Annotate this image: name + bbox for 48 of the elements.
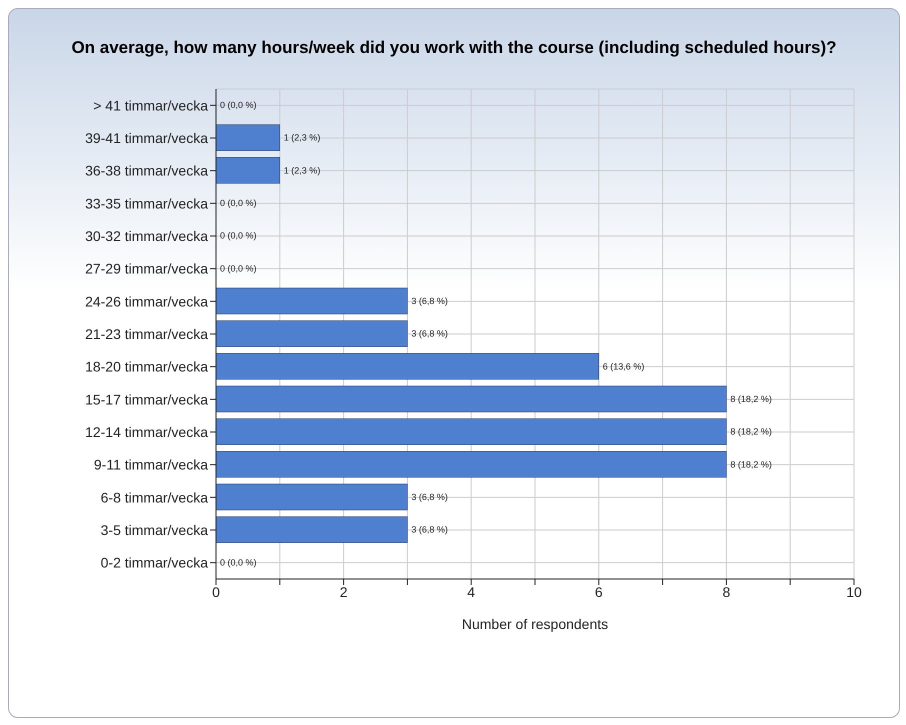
y-tick-label: 6-8 timmar/vecka [100,489,208,506]
x-tick-label: 4 [467,584,476,600]
bar [216,516,408,543]
bar [216,418,727,445]
bar [216,124,280,151]
chart-title: On average, how many hours/week did you work with the course (including scheduled hours)? [70,37,838,59]
data-label: 8 (18,2 %) [730,459,772,470]
y-tick-label: 36-38 timmar/vecka [85,162,208,179]
x-tick-label: 6 [594,584,603,600]
data-label: 3 (6,8 %) [411,492,448,502]
y-tick-label: 0-2 timmar/vecka [100,554,208,571]
data-label: 0 (0,0 %) [220,263,257,274]
data-label: 3 (6,8 %) [411,328,448,339]
bar [216,288,408,314]
data-label: 8 (18,2 %) [730,426,772,437]
data-label: 6 (13,6 %) [602,361,644,372]
bar [216,353,600,380]
data-label: 8 (18,2 %) [730,394,772,404]
data-label: 0 (0,0 %) [220,198,257,208]
y-tick-label: 12-14 timmar/vecka [85,424,208,440]
bar [216,320,408,347]
y-tick-label: 39-41 timmar/vecka [85,130,208,146]
bar [216,157,280,184]
y-tick-label: 21-23 timmar/vecka [85,326,208,342]
x-tick-label: 10 [846,584,862,600]
data-label: 1 (2,3 %) [284,132,320,143]
data-label: 1 (2,3 %) [284,165,320,176]
bar [216,484,408,510]
bar [216,451,727,478]
bar [216,386,727,412]
data-label: 0 (0,0 %) [220,100,257,110]
x-tick-label: 8 [722,584,730,600]
x-axis-title: Number of respondents [462,616,608,632]
y-tick-label: > 41 timmar/vecka [93,97,208,114]
data-label: 3 (6,8 %) [411,524,448,535]
y-tick-label: 18-20 timmar/vecka [85,358,208,375]
y-tick-label: 27-29 timmar/vecka [85,260,208,277]
y-tick-label: 30-32 timmar/vecka [85,228,208,244]
y-tick-label: 15-17 timmar/vecka [85,391,208,408]
y-tick-label: 9-11 timmar/vecka [94,456,208,473]
y-tick-label: 3-5 timmar/vecka [100,522,208,538]
data-label: 0 (0,0 %) [220,557,257,568]
x-tick-label: 2 [340,584,348,600]
data-label: 3 (6,8 %) [411,296,448,306]
x-tick-label: 0 [212,584,220,600]
data-label: 0 (0,0 %) [220,230,257,241]
y-tick-label: 33-35 timmar/vecka [85,195,208,212]
y-tick-label: 24-26 timmar/vecka [85,293,208,310]
